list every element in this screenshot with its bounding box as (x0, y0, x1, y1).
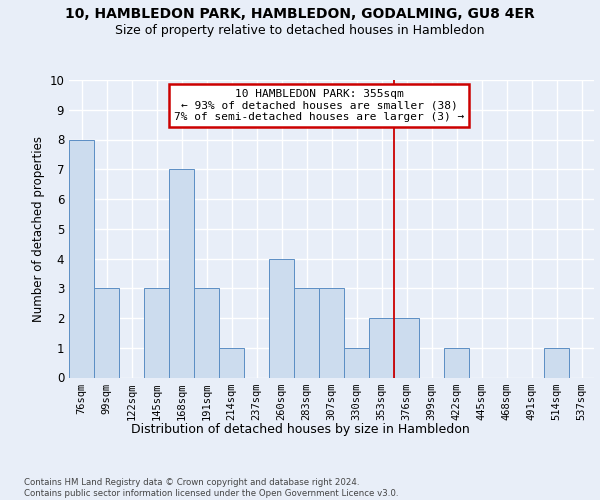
Y-axis label: Number of detached properties: Number of detached properties (32, 136, 45, 322)
Bar (219, 348, 244, 378)
Bar (319, 288, 344, 378)
Bar (194, 288, 219, 378)
Text: Size of property relative to detached houses in Hambledon: Size of property relative to detached ho… (115, 24, 485, 37)
Bar (344, 348, 369, 378)
Bar (544, 348, 569, 378)
Bar (444, 348, 469, 378)
Text: Contains HM Land Registry data © Crown copyright and database right 2024.
Contai: Contains HM Land Registry data © Crown c… (24, 478, 398, 498)
Bar (294, 288, 319, 378)
Bar (69, 140, 94, 378)
Text: 10 HAMBLEDON PARK: 355sqm
← 93% of detached houses are smaller (38)
7% of semi-d: 10 HAMBLEDON PARK: 355sqm ← 93% of detac… (174, 89, 464, 122)
Text: Distribution of detached houses by size in Hambledon: Distribution of detached houses by size … (131, 422, 469, 436)
Bar (144, 288, 169, 378)
Bar (269, 258, 294, 378)
Bar (169, 169, 194, 378)
Bar (394, 318, 419, 378)
Bar (94, 288, 119, 378)
Text: 10, HAMBLEDON PARK, HAMBLEDON, GODALMING, GU8 4ER: 10, HAMBLEDON PARK, HAMBLEDON, GODALMING… (65, 8, 535, 22)
Bar (369, 318, 394, 378)
